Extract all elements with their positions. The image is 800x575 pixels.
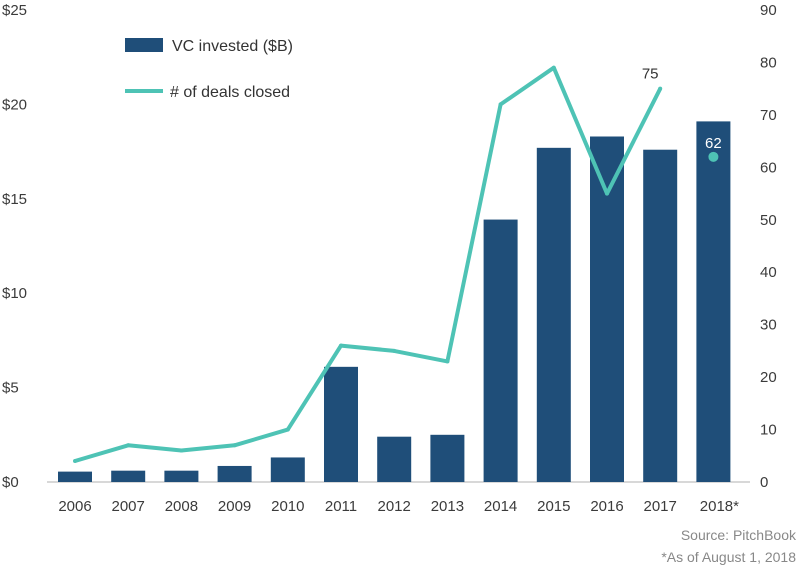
legend: VC invested ($B) # of deals closed [125,38,293,101]
right-tick-label: 50 [760,212,777,229]
right-tick-label: 20 [760,369,777,386]
x-tick-label: 2009 [218,498,251,515]
right-tick-label: 10 [760,422,777,439]
left-tick-label: $0 [2,474,19,491]
bar [696,121,731,482]
right-axis-ticks: 0 10 20 30 40 50 60 70 80 90 [760,2,777,491]
right-tick-label: 60 [760,159,777,176]
right-tick-label: 80 [760,54,777,71]
x-tick-label: 2006 [58,498,91,515]
right-tick-label: 0 [760,474,768,491]
right-tick-label: 90 [760,2,777,19]
bar-series [58,121,731,482]
bar [217,465,252,482]
left-tick-label: $10 [2,285,27,302]
bar [536,147,571,482]
source-note: Source: PitchBook [681,527,797,543]
legend-swatch-bar [125,38,163,52]
bar [643,149,678,482]
line-point [126,443,131,448]
right-tick-label: 40 [760,264,777,281]
footnote: *As of August 1, 2018 [661,549,796,565]
left-tick-label: $5 [2,380,19,397]
deals-point-2018 [708,151,719,162]
line-point [339,343,343,348]
right-tick-label: 30 [760,317,777,334]
bar [430,434,465,482]
legend-label-line: # of deals closed [170,84,290,101]
bar [324,366,358,482]
line-point [605,191,609,196]
x-tick-label: 2018* [700,498,739,515]
left-tick-label: $25 [2,2,27,19]
line-point [179,448,184,453]
x-tick-label: 2012 [378,498,411,515]
legend-label-bar: VC invested ($B) [172,38,293,55]
line-point [658,86,663,91]
x-tick-label: 2011 [325,498,357,515]
x-tick-label: 2017 [644,498,677,515]
x-tick-label: 2008 [165,498,198,515]
x-axis-labels: 2006 2007 2008 2009 2010 2011 2012 2013 2014 2015… [58,498,739,515]
x-tick-label: 2016 [590,498,623,515]
bar [58,471,92,482]
x-tick-label: 2007 [112,498,145,515]
line-point [285,427,290,432]
left-axis-ticks: $0 $5 $10 $15 $20 $25 [2,2,27,491]
x-tick-label: 2013 [431,498,464,515]
bar [590,136,624,482]
line-point [232,443,237,448]
bar [164,470,199,482]
line-point [445,359,450,364]
left-tick-label: $15 [2,191,27,208]
bar [483,219,518,482]
line-point [392,348,397,353]
right-tick-label: 70 [760,107,777,124]
deals-line [74,65,662,463]
data-label-2017: 75 [642,66,659,83]
line-point [551,65,556,70]
bar [270,457,305,482]
x-tick-label: 2015 [537,498,570,515]
x-tick-label: 2010 [271,498,304,515]
x-tick-label: 2014 [484,498,517,515]
line-series: 62 75 [73,65,722,464]
bar [377,436,412,482]
line-point [73,459,77,464]
bar [111,470,146,482]
line-point [498,102,503,107]
left-tick-label: $20 [2,96,27,113]
data-label-2018: 62 [705,135,722,152]
